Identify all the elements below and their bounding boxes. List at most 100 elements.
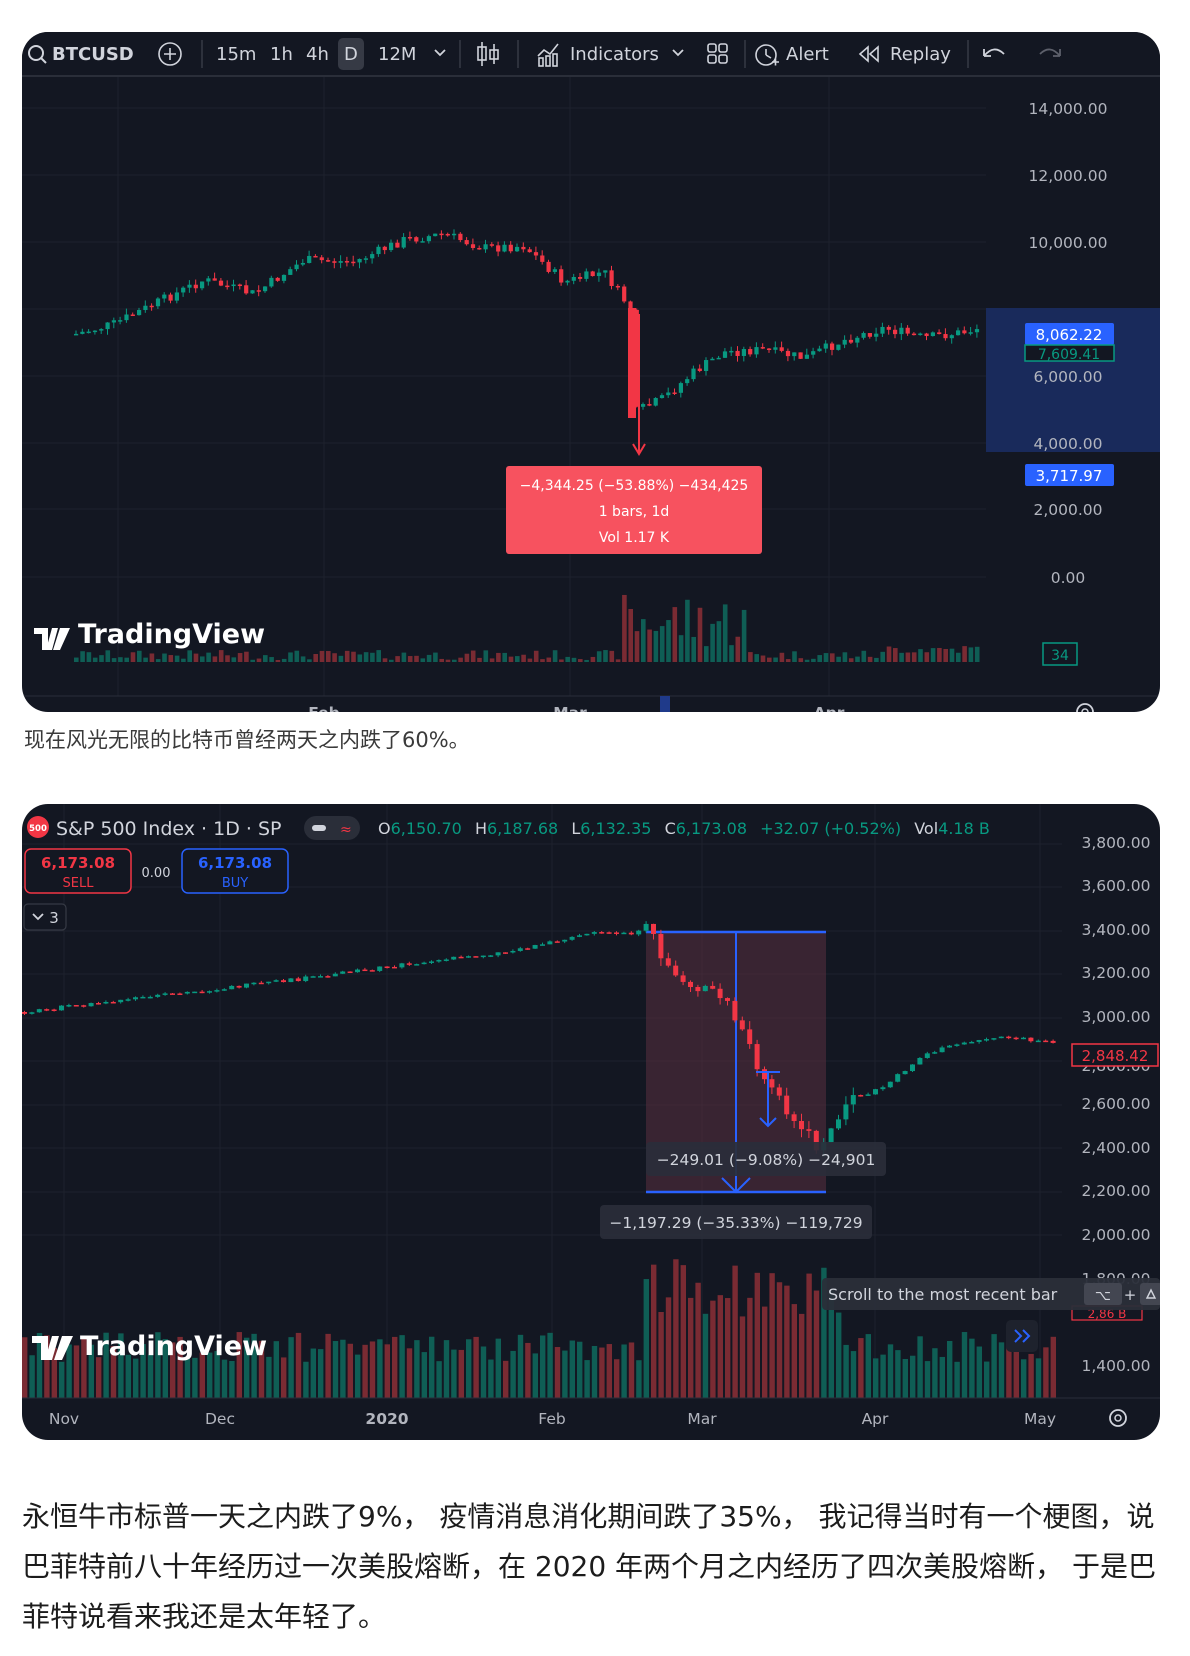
volume-bar <box>236 1332 242 1398</box>
chevron-down-icon[interactable] <box>672 49 684 57</box>
volume-bar <box>991 1334 997 1398</box>
redo-icon[interactable] <box>1039 48 1061 57</box>
collapse-indicators-button[interactable]: 3 <box>23 903 67 931</box>
spx-chart-svg[interactable]: −249.01 (−9.08%) −24,901 −1,197.29 (−35.… <box>22 804 1160 1440</box>
candle-body <box>307 255 312 263</box>
symbol-label[interactable]: BTCUSD <box>52 44 134 65</box>
candle-body <box>867 333 872 337</box>
compare-symbol-icon[interactable] <box>158 42 182 66</box>
volume-bar <box>369 1341 376 1398</box>
alarm-clock-icon[interactable] <box>755 44 779 66</box>
candle-body <box>559 269 564 283</box>
chart-settings-gear-icon[interactable] <box>1109 1409 1127 1427</box>
interval-d[interactable]: D <box>344 44 358 65</box>
candle-body <box>562 939 568 942</box>
sell-button[interactable]: 6,173.08 SELL <box>24 848 132 894</box>
volume-bar <box>105 650 111 662</box>
volume-bar <box>658 1311 664 1398</box>
search-icon[interactable] <box>28 45 47 64</box>
candle-body <box>976 1040 982 1042</box>
candle-body <box>554 941 560 943</box>
shift-key-icon <box>1145 1288 1157 1299</box>
volume-bar <box>546 657 552 662</box>
replay-button[interactable]: Replay <box>890 44 951 65</box>
replay-icon[interactable] <box>858 45 879 63</box>
volume-bar <box>998 1342 1005 1398</box>
layouts-icon[interactable] <box>707 43 728 64</box>
volume-bar <box>496 652 501 662</box>
candle-body <box>748 349 753 355</box>
volume-bar <box>540 659 545 662</box>
volume-bar <box>811 658 816 662</box>
tradingview-logo[interactable]: TradingView <box>32 1331 267 1362</box>
chart-settings-gear-icon[interactable] <box>1076 703 1094 712</box>
candle-body <box>225 285 230 288</box>
volume-bar <box>384 1344 390 1398</box>
interval-4h[interactable]: 4h <box>306 44 329 65</box>
volume-bar <box>338 655 344 662</box>
tradingview-logo[interactable]: TradingView <box>34 619 265 650</box>
candle-body <box>691 368 696 380</box>
candle-body <box>843 1104 849 1120</box>
undo-icon[interactable] <box>983 48 1005 57</box>
candle-body <box>357 258 362 263</box>
volume-bar <box>596 651 602 662</box>
candle-body <box>578 277 583 279</box>
indicators-button[interactable]: Indicators <box>570 44 659 65</box>
candle-body <box>464 240 469 245</box>
candle-body <box>395 242 400 248</box>
candle-body <box>212 278 217 281</box>
volume-bar <box>325 1333 331 1398</box>
volume-bar <box>392 1336 398 1398</box>
volume-bar <box>867 656 873 662</box>
candle-body <box>275 277 280 281</box>
volume-bar <box>599 1347 605 1398</box>
volume-bar <box>622 594 627 662</box>
symbol-title[interactable]: S&P 500 Index · 1D · SP <box>56 818 281 840</box>
interval-12m[interactable]: 12M <box>378 44 416 65</box>
candle-body <box>653 398 658 406</box>
scroll-to-recent-button[interactable] <box>1006 1320 1038 1352</box>
candle-body <box>614 932 619 934</box>
volume-bar <box>673 1259 679 1398</box>
indicators-icon[interactable] <box>537 43 559 67</box>
volume-bar <box>473 1336 479 1398</box>
volume-bar <box>1021 1359 1027 1398</box>
volume-bar <box>947 1340 953 1398</box>
candle-body <box>773 347 778 350</box>
alert-button[interactable]: Alert <box>786 44 829 65</box>
candle-body <box>776 1087 782 1096</box>
btc-time-axis[interactable]: Feb Mar Apr <box>308 704 845 712</box>
btc-chart-svg[interactable]: BTCUSD 15m 1h 4h D 12M Indicators <box>22 32 1160 712</box>
candle-body <box>488 955 494 957</box>
spx-chart-panel[interactable]: −249.01 (−9.08%) −24,901 −1,197.29 (−35.… <box>22 804 1160 1440</box>
candle-body <box>546 261 551 272</box>
candles-chart-type-icon[interactable] <box>477 42 499 66</box>
candle-body <box>735 350 740 356</box>
svg-text:O6,150.70 H6,187.68: O6,150.70 H6,187.68 L6,132.35 C6,173.08 … <box>378 819 990 838</box>
interval-1h[interactable]: 1h <box>270 44 293 65</box>
svg-text:SELL: SELL <box>63 876 95 891</box>
interval-15m[interactable]: 15m <box>216 44 256 65</box>
candle-body <box>29 1012 35 1014</box>
chevron-down-icon[interactable] <box>434 49 446 57</box>
btc-price-axis[interactable]: 14,000.00 12,000.00 10,000.00 6,000.00 2… <box>1029 100 1108 587</box>
chevron-down-icon <box>32 913 44 921</box>
volume-bar <box>603 650 608 662</box>
btc-chart-panel[interactable]: BTCUSD 15m 1h 4h D 12M Indicators <box>22 32 1160 712</box>
candle-body <box>828 1128 834 1143</box>
svg-text:2,848.42: 2,848.42 <box>1082 1047 1149 1065</box>
volume-bar <box>817 655 822 662</box>
buy-button[interactable]: 6,173.08 BUY <box>181 848 289 894</box>
candle-body <box>540 255 545 262</box>
volume-bar <box>147 1354 154 1398</box>
spx-time-axis[interactable]: Nov Dec 2020 Feb Mar Apr May <box>49 1410 1056 1428</box>
volume-bar <box>143 657 148 662</box>
candle-body <box>22 1012 27 1014</box>
volume-bar <box>340 1339 346 1398</box>
candle-body <box>473 956 479 958</box>
candle-body <box>36 1009 42 1013</box>
candle-body <box>318 976 323 978</box>
volume-bar <box>273 1341 279 1398</box>
candle-body <box>200 281 205 289</box>
